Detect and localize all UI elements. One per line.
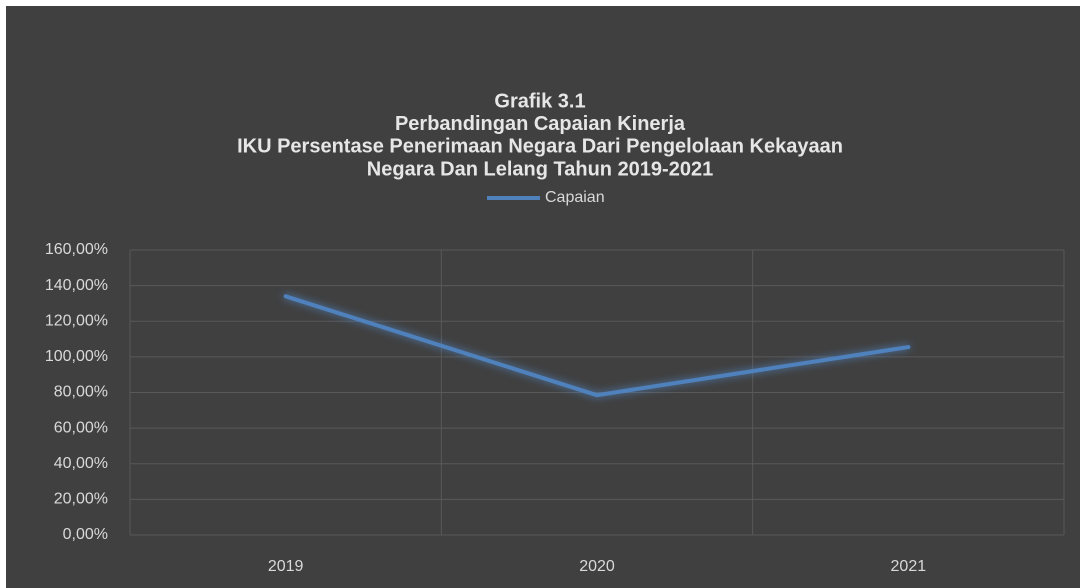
y-tick-label: 120,00%	[45, 312, 108, 329]
chart-title: Negara Dan Lelang Tahun 2019-2021	[367, 158, 713, 180]
y-tick-label: 0,00%	[63, 526, 108, 543]
y-tick-label: 80,00%	[54, 384, 108, 401]
x-tick-label: 2019	[268, 558, 304, 575]
y-tick-label: 140,00%	[45, 277, 108, 294]
y-tick-label: 160,00%	[45, 241, 108, 258]
legend-label: Capaian	[545, 189, 605, 206]
x-tick-label: 2021	[891, 558, 927, 575]
line	[283, 294, 911, 398]
chart-background	[6, 6, 1080, 588]
chart-title: IKU Persentase Penerimaan Negara Dari Pe…	[237, 136, 843, 158]
x-tick-label: 2020	[579, 558, 615, 575]
y-tick-label: 20,00%	[54, 491, 108, 508]
chart-title: Perbandingan Capaian Kinerja	[395, 113, 686, 135]
chart-title: Grafik 3.1	[494, 90, 585, 112]
y-tick-label: 40,00%	[54, 455, 108, 472]
y-tick-label: 100,00%	[45, 348, 108, 365]
y-tick-label: 60,00%	[54, 419, 108, 436]
